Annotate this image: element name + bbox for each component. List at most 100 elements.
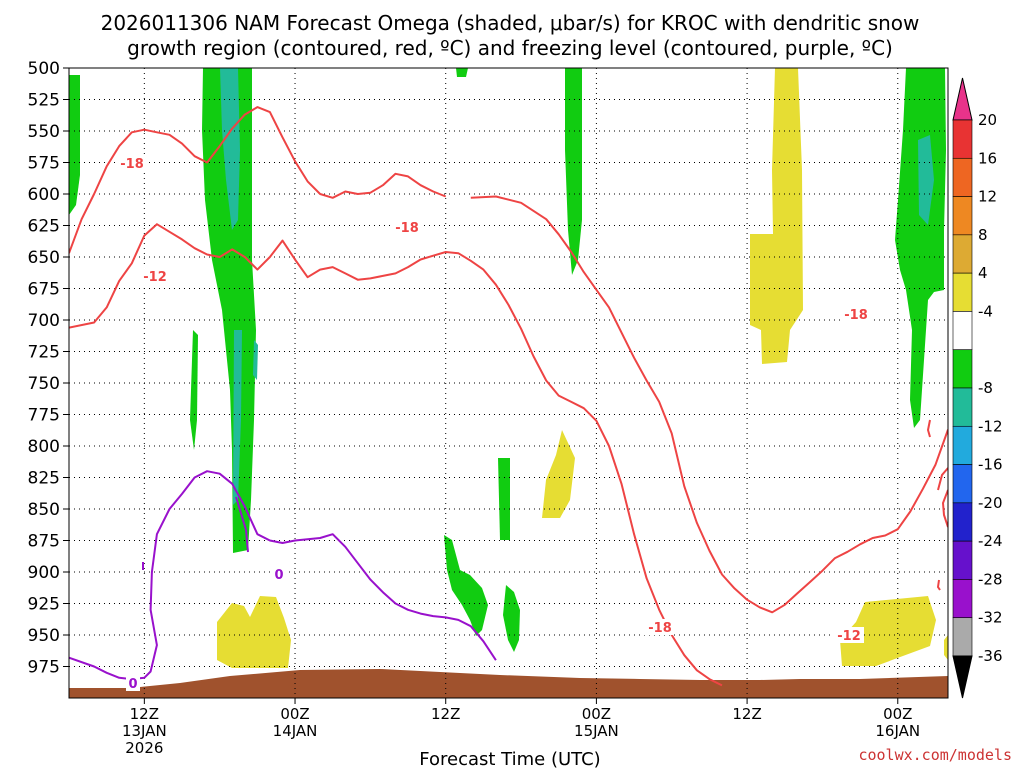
y-tick-label: 600 — [28, 185, 60, 205]
dgz-contour-fragment — [926, 419, 931, 438]
omega-region — [220, 68, 240, 230]
y-tick-label: 725 — [28, 343, 60, 363]
y-tick-label: 900 — [28, 563, 60, 583]
omega-region — [565, 68, 582, 275]
dgz--18C-contour-2 — [470, 195, 948, 614]
y-tick-label: 575 — [28, 154, 60, 174]
y-tick-label: 950 — [28, 626, 60, 646]
contour-label: -18 — [648, 621, 672, 636]
colorbar-level-label: -12 — [978, 417, 1003, 435]
omega-region — [233, 330, 242, 505]
y-tick-label: 550 — [28, 122, 60, 142]
chart-title-line1: 2026011306 NAM Forecast Omega (shaded, μ… — [101, 11, 920, 35]
colorbar-swatch — [952, 119, 973, 159]
dgz-contour-fragment — [941, 489, 948, 528]
colorbar-level-label: -8 — [978, 379, 993, 397]
colorbar-level-label: -24 — [978, 532, 1003, 550]
omega-region — [456, 68, 468, 77]
y-tick-label: 800 — [28, 437, 60, 457]
omega-region — [253, 340, 258, 380]
contour-label: 0 — [128, 677, 137, 692]
colorbar-swatch — [952, 157, 973, 197]
contour-label: -12 — [837, 629, 861, 644]
y-tick-label: 500 — [28, 59, 60, 79]
omega-region — [503, 585, 520, 652]
omega-region — [190, 330, 198, 450]
colorbar-swatch — [952, 540, 973, 580]
x-axis-label: Forecast Time (UTC) — [419, 749, 600, 768]
chart-title-line2: growth region (contoured, red, ºC) and f… — [127, 36, 893, 60]
dgz-contour-fragment — [936, 579, 941, 591]
y-tick-label: 675 — [28, 280, 60, 300]
colorbar: 20 16 12 8 4 -4 -8 -12 -16 -20 -24 -28 -32 -36 — [952, 77, 1003, 699]
x-tick-label: 00Z — [883, 705, 912, 723]
omega-region — [944, 635, 948, 660]
colorbar-swatch — [952, 464, 973, 504]
x-tick-label: 15JAN — [574, 722, 619, 740]
colorbar-top-arrow — [952, 77, 973, 121]
colorbar-swatch — [952, 617, 973, 657]
y-tick-label: 650 — [28, 248, 60, 268]
credit-text: coolwx.com/models — [858, 746, 1012, 764]
x-tick-label: 13JAN — [122, 722, 167, 740]
colorbar-swatch — [952, 272, 973, 312]
x-tick-label: 00Z — [582, 705, 611, 723]
x-tick-label: 2026 — [125, 739, 163, 757]
contour-labels: -18 -12 -18 -18 -18 -12 0 0 — [116, 155, 872, 692]
contour-label: -18 — [844, 308, 868, 323]
omega-region — [750, 68, 803, 364]
colorbar-level-label: 12 — [978, 188, 997, 206]
dgz--18C-contour-1 — [69, 106, 447, 254]
y-axis: 500 525 550 575 600 625 650 675 700 725 750 775 800 8… — [28, 59, 69, 678]
x-tick-label: 12Z — [130, 705, 159, 723]
omega-region — [217, 596, 291, 668]
x-tick-label: 12Z — [431, 705, 460, 723]
contour-label: 0 — [274, 568, 283, 583]
colorbar-level-label: -16 — [978, 456, 1003, 474]
y-tick-label: 700 — [28, 311, 60, 331]
colorbar-level-label: -32 — [978, 609, 1003, 627]
colorbar-swatch — [952, 502, 973, 542]
colorbar-swatch — [952, 234, 973, 274]
dgz--12C-contour — [69, 223, 723, 687]
omega-region — [444, 535, 488, 636]
x-tick-label: 16JAN — [875, 722, 920, 740]
y-tick-label: 975 — [28, 658, 60, 678]
colorbar-level-label: -4 — [978, 302, 993, 320]
contour-label: -12 — [143, 270, 167, 285]
colorbar-swatch — [952, 579, 973, 619]
dgz-contour-fragment — [937, 467, 948, 491]
y-tick-label: 875 — [28, 532, 60, 552]
x-tick-label: 12Z — [732, 705, 761, 723]
freezing-0C-contour — [69, 470, 497, 681]
plot-contents — [69, 68, 948, 698]
omega-region — [542, 430, 575, 518]
colorbar-bottom-arrow — [952, 655, 973, 699]
y-tick-label: 850 — [28, 500, 60, 520]
colorbar-level-label: 20 — [978, 111, 997, 129]
y-tick-label: 525 — [28, 91, 60, 111]
colorbar-swatch — [952, 349, 973, 389]
omega-region — [918, 135, 934, 225]
x-tick-label: 14JAN — [273, 722, 318, 740]
colorbar-swatch — [952, 311, 973, 351]
colorbar-level-label: 8 — [978, 226, 988, 244]
colorbar-swatch — [952, 425, 973, 465]
y-tick-label: 825 — [28, 469, 60, 489]
omega-shading — [69, 68, 948, 668]
contour-label: -18 — [120, 157, 144, 172]
y-tick-label: 625 — [28, 217, 60, 237]
omega-region — [202, 68, 256, 553]
y-tick-label: 775 — [28, 406, 60, 426]
terrain-fill — [69, 669, 948, 698]
contour-label: -18 — [395, 221, 419, 236]
colorbar-level-label: -28 — [978, 570, 1003, 588]
y-tick-label: 750 — [28, 374, 60, 394]
colorbar-level-label: 16 — [978, 149, 997, 167]
colorbar-swatch — [952, 196, 973, 236]
omega-region — [498, 458, 510, 540]
colorbar-swatch — [952, 387, 973, 427]
colorbar-level-label: 4 — [978, 264, 988, 282]
